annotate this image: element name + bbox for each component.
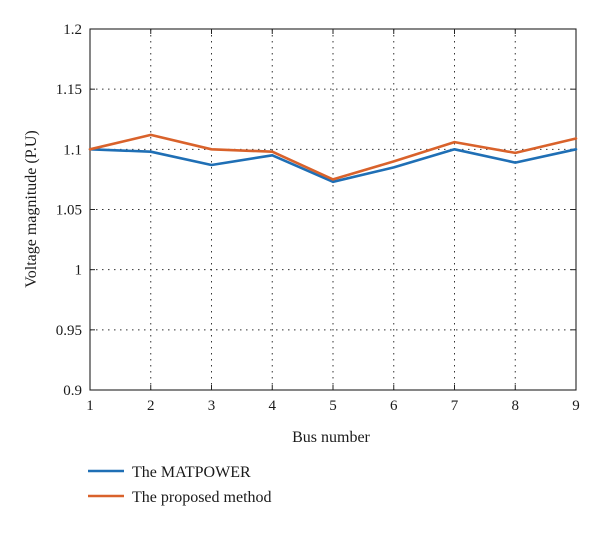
y-tick-label: 1 xyxy=(75,263,83,279)
y-tick-label: 1.15 xyxy=(56,82,82,98)
grid xyxy=(90,29,576,390)
series-lines xyxy=(88,133,578,184)
y-tick-label: 1.2 xyxy=(63,22,82,38)
y-axis-title: Voltage magnitude (P.U) xyxy=(23,130,40,287)
x-tick-label: 3 xyxy=(208,398,216,414)
x-tick-label: 9 xyxy=(572,398,580,414)
y-tick-label: 0.95 xyxy=(56,323,82,339)
x-tick-label: 4 xyxy=(269,398,277,414)
legend-label: The MATPOWER xyxy=(132,464,251,481)
x-tick-label: 5 xyxy=(329,398,337,414)
legend: The MATPOWER The proposed method xyxy=(88,464,272,506)
x-tick-label: 1 xyxy=(86,398,94,414)
y-tick-label: 1.1 xyxy=(63,142,82,158)
axes xyxy=(89,28,577,391)
x-tick-label: 7 xyxy=(451,398,459,414)
y-tick-label: 0.9 xyxy=(63,383,82,399)
series-line xyxy=(88,148,578,184)
x-tick-label: 2 xyxy=(147,398,155,414)
x-axis-title: Bus number xyxy=(292,429,370,446)
x-tick-label: 8 xyxy=(512,398,520,414)
tick-labels: 1 2 3 4 5 6 7 8 9 0.9 0.95 1 1.05 1.1 1.15 1.2 xyxy=(56,22,580,414)
legend-label: The proposed method xyxy=(132,489,272,506)
series-line xyxy=(88,133,578,181)
x-tick-label: 6 xyxy=(390,398,398,414)
y-tick-label: 1.05 xyxy=(56,203,82,219)
